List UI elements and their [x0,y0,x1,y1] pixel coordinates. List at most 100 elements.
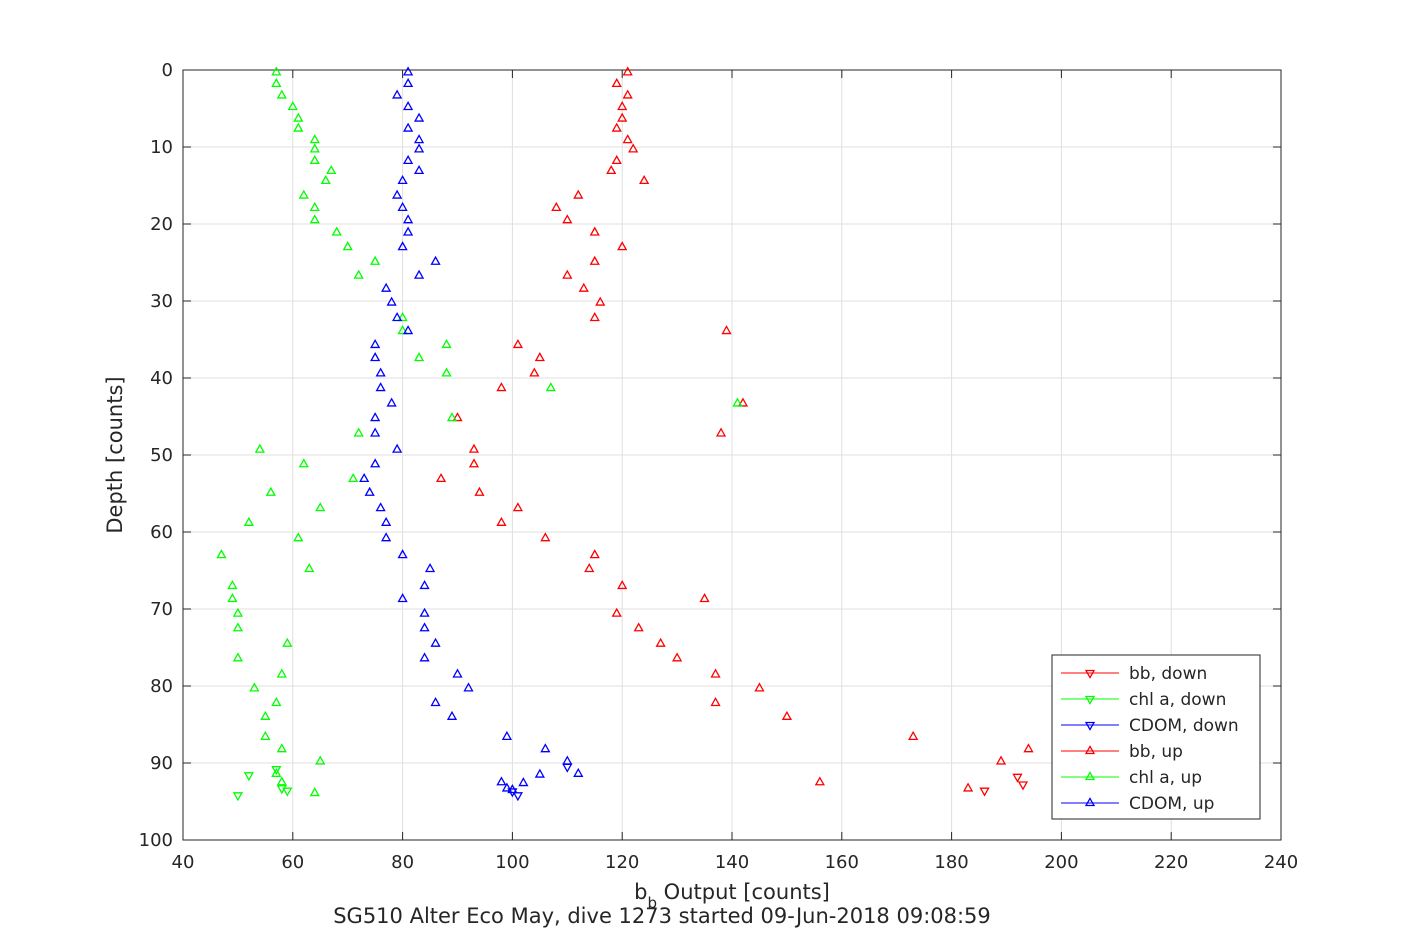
y-tick-label: 10 [150,137,173,158]
x-tick-label: 60 [281,852,304,873]
marker-chl-a-up [276,743,287,753]
marker-cdom-up [413,112,425,122]
marker-cdom-up [496,776,507,786]
marker-chl-a-up [353,269,364,279]
legend-label-cdom-down: CDOM, down [1129,716,1239,736]
marker-chl-a-down [232,792,244,802]
marker-cdom-up [375,367,386,377]
marker-bb-up [639,174,650,185]
marker-cdom-up [419,622,430,632]
marker-chl-a-up [293,532,304,542]
marker-cdom-up [370,458,381,468]
marker-chl-a-up [320,174,331,185]
marker-cdom-up [381,532,392,542]
marker-bb-up [622,66,633,76]
legend-label-bb-down: bb, down [1129,664,1207,684]
legend-box [1051,654,1261,820]
grid-lines [183,70,1281,840]
marker-bb-up [633,622,644,632]
x-axis-label-main: b [634,880,647,904]
marker-chl-a-down [282,787,293,797]
legend: bb, down chl a, down CDOM, down bb, up chl a… [1051,654,1261,820]
x-tick-label: 220 [1154,852,1188,873]
marker-cdom-up [413,269,425,279]
marker-chl-a-up [260,710,271,720]
marker-chl-a-up [282,637,293,647]
marker-bb-up [995,755,1007,765]
marker-cdom-up [391,89,403,99]
x-tick-label: 80 [391,852,414,873]
marker-chl-a-up [326,164,337,175]
marker-cdom-up [375,382,386,392]
marker-cdom-up [430,637,441,647]
marker-chl-a-up [298,458,309,468]
legend-label-cdom-up: CDOM, up [1129,794,1214,814]
legend-label-chl-a-down: chl a, down [1129,690,1226,710]
marker-chl-a-up [287,101,298,111]
y-tick-label: 50 [150,445,173,466]
marker-cdom-up [402,77,414,88]
x-tick-label: 40 [172,852,195,873]
legend-marker-cdom-up [1084,797,1096,807]
marker-bb-up [710,697,721,707]
y-tick-label: 60 [150,522,173,543]
marker-bb-up [468,443,480,453]
marker-cdom-up [397,593,408,603]
marker-bb-up [781,710,793,720]
chart-title: SG510 Alter Eco May, dive 1273 started 0… [333,904,991,928]
legend-marker-cdom-down [1084,721,1096,731]
marker-cdom-up [413,143,425,153]
y-tick-label: 20 [150,214,173,235]
marker-chl-a-down [271,765,282,776]
marker-bb-up [512,338,524,349]
x-tick-label: 140 [715,852,749,873]
marker-cdom-up [430,255,441,265]
marker-chl-a-up [271,66,282,76]
marker-cdom-up [391,312,403,322]
marker-chl-a-up [309,134,320,144]
y-axis-label: Depth [counts] [103,376,127,533]
y-tick-label: 90 [150,753,173,774]
y-tick-label: 80 [150,676,173,697]
marker-chl-a-up [309,143,320,153]
marker-chl-a-up [309,787,320,797]
y-tick-label: 0 [162,60,173,81]
marker-cdom-up [419,579,430,590]
marker-chl-a-up [276,89,287,99]
marker-bb-up [628,143,639,153]
marker-cdom-up [402,122,414,132]
marker-cdom-up [391,443,403,453]
x-axis-label-rest: Output [counts] [657,880,830,904]
marker-cdom-up [370,427,381,437]
marker-chl-a-up [342,241,353,251]
marker-chl-a-up [315,755,326,765]
marker-cdom-up [386,296,397,306]
y-tick-label: 30 [150,291,173,312]
data-markers [216,66,1034,802]
marker-chl-a-up [271,697,282,707]
marker-bb-up [617,101,628,111]
marker-chl-a-up [298,189,309,199]
marker-bb-up [562,269,573,279]
marker-chl-a-up [304,563,315,573]
marker-bb-up [578,282,589,292]
marker-cdom-up [413,134,425,144]
marker-chl-a-up [227,593,238,603]
marker-cdom-up [424,563,436,573]
marker-bb-up [584,563,595,573]
marker-bb-up [715,427,727,437]
marker-bb-up [595,296,606,306]
marker-bb-up [908,730,919,740]
marker-bb-up [589,226,600,236]
marker-cdom-up [507,784,518,794]
y-tick-label: 40 [150,368,173,389]
marker-cdom-up [364,486,375,496]
marker-chl-a-up [545,382,556,392]
marker-chl-a-up [413,352,425,362]
marker-bb-up [611,607,622,617]
marker-cdom-up [419,607,430,617]
marker-bb-up [721,325,732,335]
marker-cdom-up [540,743,551,753]
marker-cdom-up [402,66,414,76]
